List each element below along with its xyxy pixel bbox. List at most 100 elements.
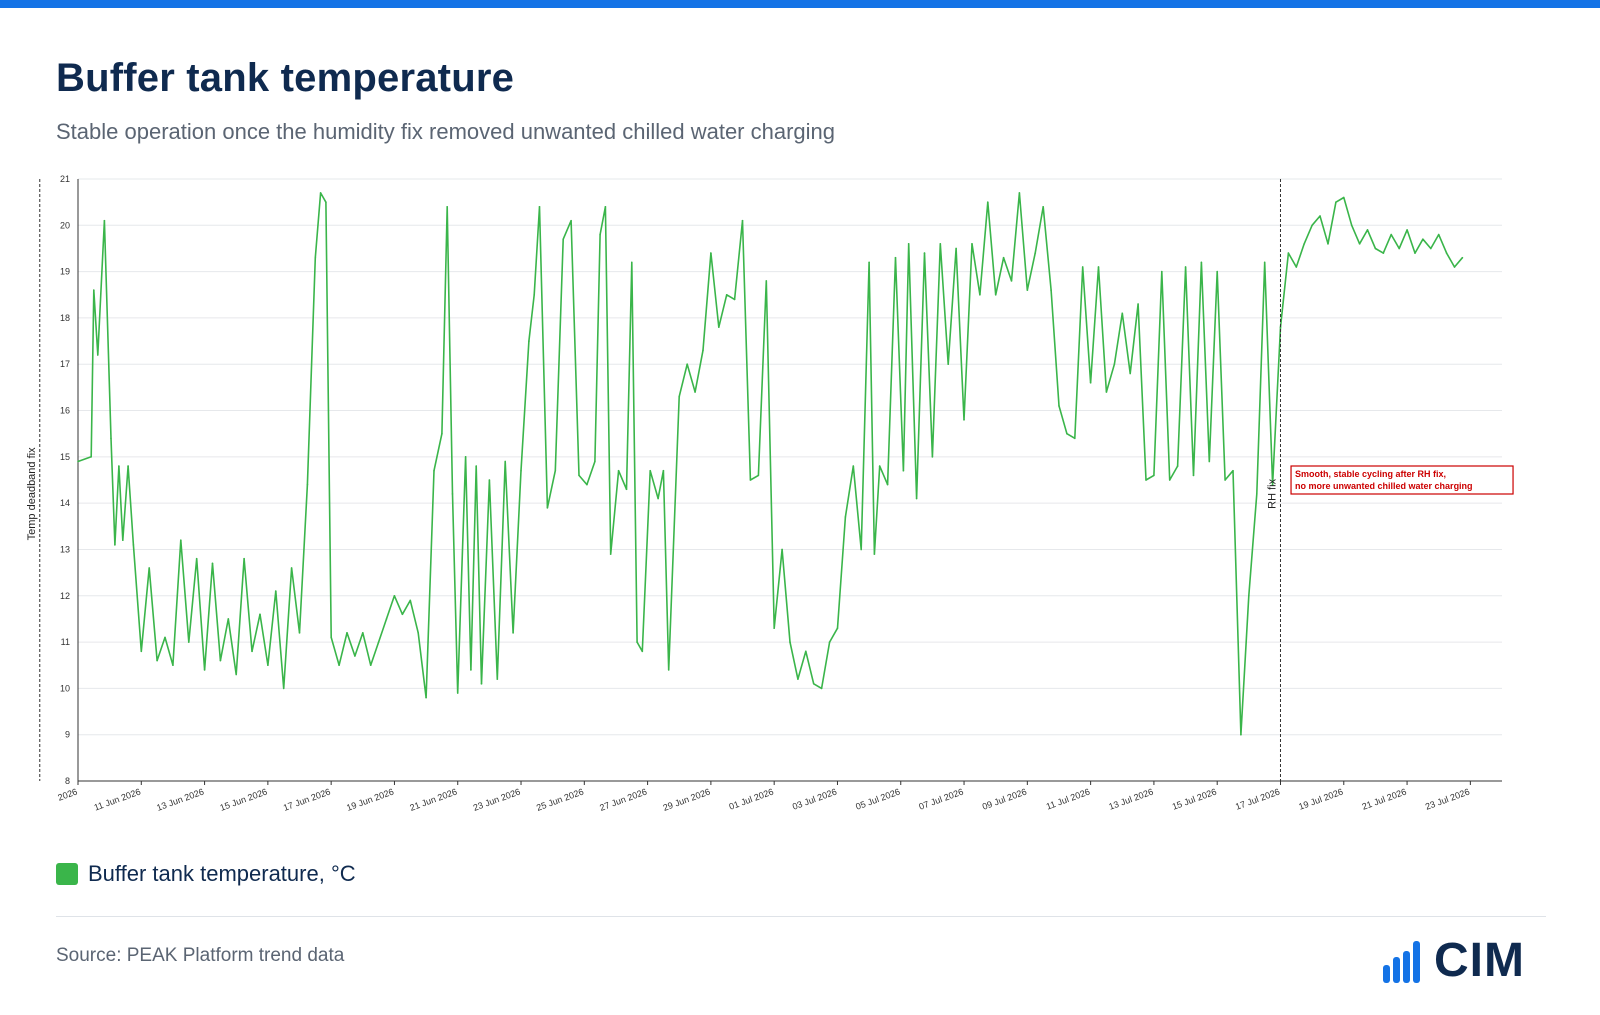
series-point [267, 664, 269, 667]
series-point [132, 544, 135, 546]
series-point [878, 465, 881, 467]
x-tick-label: 17 Jun 2026 [282, 786, 332, 812]
series-point [90, 456, 92, 458]
series-point [148, 567, 150, 569]
series-point [630, 261, 633, 264]
series-point [1224, 479, 1226, 481]
series-point [1192, 474, 1195, 477]
series-point [765, 280, 768, 282]
series-point [330, 636, 332, 639]
series-point [1002, 256, 1005, 259]
series-point [110, 437, 112, 440]
cim-logo: CIM [1382, 937, 1525, 985]
y-tick-label: 18 [60, 313, 70, 323]
series-point [1121, 312, 1124, 315]
x-tick-label: 15 Jun 2026 [219, 786, 269, 812]
series-point [1176, 465, 1179, 467]
x-tick-label: 27 Jun 2026 [598, 786, 648, 812]
x-tick-label: 09 Jul 2026 [981, 786, 1028, 811]
series-point [636, 641, 638, 643]
y-tick-label: 15 [60, 452, 70, 462]
series-point [1153, 474, 1155, 477]
series-point [1461, 256, 1464, 259]
series-point [354, 655, 356, 657]
x-tick-label: 13 Jun 2026 [155, 786, 205, 812]
series-point [1287, 252, 1290, 254]
series-point [533, 293, 536, 296]
series-point [290, 567, 293, 569]
series-point [617, 469, 620, 472]
series-point [1453, 266, 1456, 268]
series-point [718, 326, 720, 328]
series-point [1216, 270, 1218, 273]
series-point [797, 678, 799, 680]
footer-divider [56, 916, 1546, 917]
series-point [1081, 266, 1084, 268]
series-point [538, 205, 541, 208]
y-tick-label: 13 [60, 544, 70, 554]
series-point [512, 632, 514, 634]
line-chart: 8 9 10 11 12 13 14 15 16 17 18 19 20 21 2026 11 Jun 202… [26, 174, 1514, 813]
series-point [852, 465, 855, 467]
series-point [338, 664, 340, 667]
series-point [979, 293, 981, 296]
series-point [625, 488, 628, 491]
series-point [546, 506, 549, 509]
series-point [470, 669, 472, 671]
series-point [433, 469, 435, 472]
series-point [114, 544, 116, 546]
series-point [1342, 196, 1345, 199]
event-marker-label: RH fix [1266, 478, 1278, 508]
series-point [1168, 479, 1171, 481]
series-point [1042, 205, 1044, 208]
series-point [140, 650, 143, 653]
x-tick-label: 23 Jul 2026 [1424, 786, 1471, 811]
series-point [749, 479, 752, 481]
series-point [971, 243, 973, 245]
y-tick-label: 10 [60, 683, 70, 693]
x-tick-label: 19 Jul 2026 [1297, 786, 1344, 811]
series-point [1137, 303, 1139, 305]
series-point [562, 238, 565, 240]
series-point [915, 497, 918, 500]
x-tick-label: 19 Jun 2026 [345, 786, 395, 812]
series-point [1018, 192, 1021, 194]
series-point [1445, 252, 1448, 254]
series-point [1430, 247, 1432, 250]
series-point [873, 553, 876, 555]
series-point [1319, 215, 1321, 217]
series-point [1089, 381, 1092, 384]
series-point [570, 219, 572, 222]
series-point [1074, 437, 1076, 440]
series-point [667, 669, 670, 671]
series-point [820, 687, 823, 690]
series-point [195, 557, 198, 560]
series-point [1248, 594, 1250, 597]
series-point [103, 219, 106, 222]
series-point [586, 483, 588, 486]
x-tick-label: 07 Jul 2026 [918, 786, 965, 811]
source-note: Source: PEAK Platform trend data [56, 945, 345, 966]
series-point [1050, 289, 1052, 291]
series-point [480, 682, 483, 685]
series-point [393, 594, 396, 597]
series-point [127, 465, 129, 467]
series-point [725, 293, 728, 296]
x-tick-label: 23 Jun 2026 [472, 786, 522, 812]
event-marker-label: Temp deadband fix [26, 447, 38, 540]
series-point [812, 682, 815, 685]
series-point [594, 460, 596, 463]
series-point [757, 474, 760, 477]
y-tick-label: 9 [65, 730, 70, 740]
series-point [1366, 229, 1369, 231]
series-point [227, 618, 230, 620]
series-point [554, 469, 557, 472]
series-point [886, 483, 889, 486]
series-point [1097, 266, 1100, 268]
top-accent-bar [0, 0, 1600, 8]
series-point [409, 599, 412, 602]
series-point [528, 340, 530, 342]
series-point [657, 497, 659, 500]
series-point [1311, 224, 1313, 227]
series-point [939, 243, 942, 245]
